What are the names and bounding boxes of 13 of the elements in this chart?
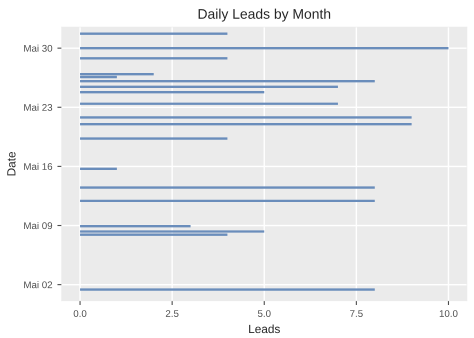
x-axis-title: Leads — [249, 324, 280, 334]
y-tick-label: Mai 02 — [24, 281, 52, 288]
x-tick-label: 0.0 — [74, 310, 86, 317]
chart-title: Daily Leads by Month — [198, 8, 330, 22]
y-tick-label: Mai 30 — [24, 44, 52, 52]
y-tick-label: Mai 16 — [24, 162, 52, 170]
y-axis-title: Date — [7, 152, 16, 176]
x-tick-label: 5.0 — [258, 310, 271, 317]
x-tick-label: 10.0 — [440, 310, 458, 317]
x-tick-label: 2.5 — [166, 310, 178, 317]
y-tick-label: Mai 09 — [24, 222, 52, 230]
y-tick-label: Mai 23 — [24, 104, 52, 111]
x-tick-label: 7.5 — [350, 310, 363, 317]
